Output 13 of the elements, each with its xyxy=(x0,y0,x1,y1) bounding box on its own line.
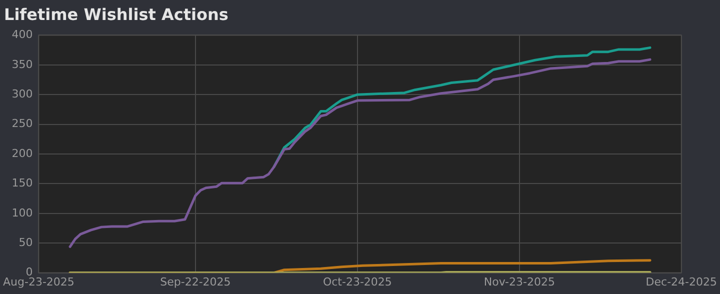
x-tick-label: Oct-23-2025 xyxy=(322,275,392,288)
x-tick-label: Dec-24-2025 xyxy=(646,275,717,288)
x-tick-label: Nov-23-2025 xyxy=(484,275,555,288)
y-tick-label: 100 xyxy=(12,206,33,220)
y-tick-label: 50 xyxy=(18,236,33,249)
chart-title: Lifetime Wishlist Actions xyxy=(4,4,228,24)
y-tick-label: 150 xyxy=(12,176,33,190)
y-tick-label: 400 xyxy=(12,28,33,42)
y-tick-label: 200 xyxy=(12,146,33,160)
y-tick-label: 300 xyxy=(12,87,33,100)
x-tick-label: Sep-22-2025 xyxy=(160,275,231,288)
y-tick-label: 250 xyxy=(12,117,33,130)
y-tick-label: 350 xyxy=(12,58,33,71)
